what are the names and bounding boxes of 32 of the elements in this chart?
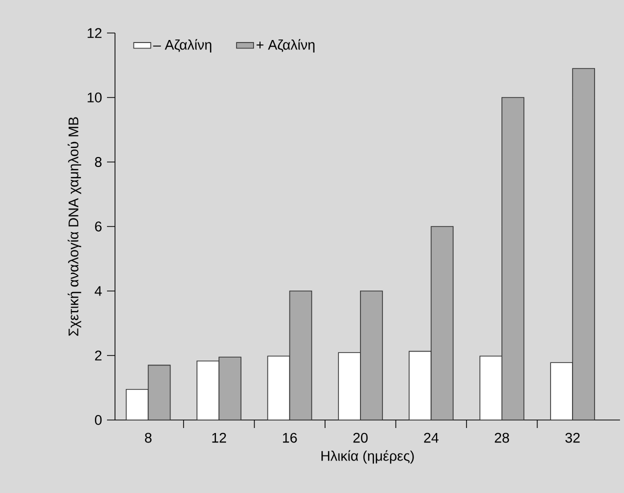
y-tick-label: 12 xyxy=(88,28,102,38)
y-tick-label: 10 xyxy=(88,92,102,102)
x-tick-label: 32 xyxy=(565,432,580,443)
x-tick-label: 12 xyxy=(212,432,226,443)
x-axis-title: Ηλικία (ημέρες) xyxy=(321,450,414,464)
bar xyxy=(289,290,312,420)
bar xyxy=(430,226,454,420)
y-tick-label: 8 xyxy=(95,157,102,167)
bar xyxy=(126,388,149,420)
y-tick-label: 6 xyxy=(95,222,102,232)
bar xyxy=(479,356,502,420)
y-axis-title: Σχετική αναλογία DNA χαμηλού MB xyxy=(68,117,82,336)
x-tick-label: 16 xyxy=(283,432,297,443)
bar xyxy=(148,364,171,420)
bar xyxy=(267,356,290,420)
bar xyxy=(501,97,524,420)
bar xyxy=(572,68,596,420)
legend-label: + Αζαλίνη xyxy=(256,39,314,53)
x-tick-label: 24 xyxy=(424,432,438,443)
bar xyxy=(360,290,383,420)
y-tick-label: 4 xyxy=(94,286,102,296)
y-tick-label: 0 xyxy=(94,415,102,425)
x-tick-label: 28 xyxy=(494,432,510,443)
x-tick-label: 8 xyxy=(144,432,152,443)
x-tick-label: 20 xyxy=(353,432,368,443)
bar xyxy=(218,356,242,420)
bar xyxy=(338,352,361,420)
bar xyxy=(408,350,432,420)
legend-label: – Αζαλίνη xyxy=(153,39,212,53)
bar xyxy=(550,362,574,420)
y-tick-label: 2 xyxy=(95,350,102,360)
bar xyxy=(196,360,220,420)
